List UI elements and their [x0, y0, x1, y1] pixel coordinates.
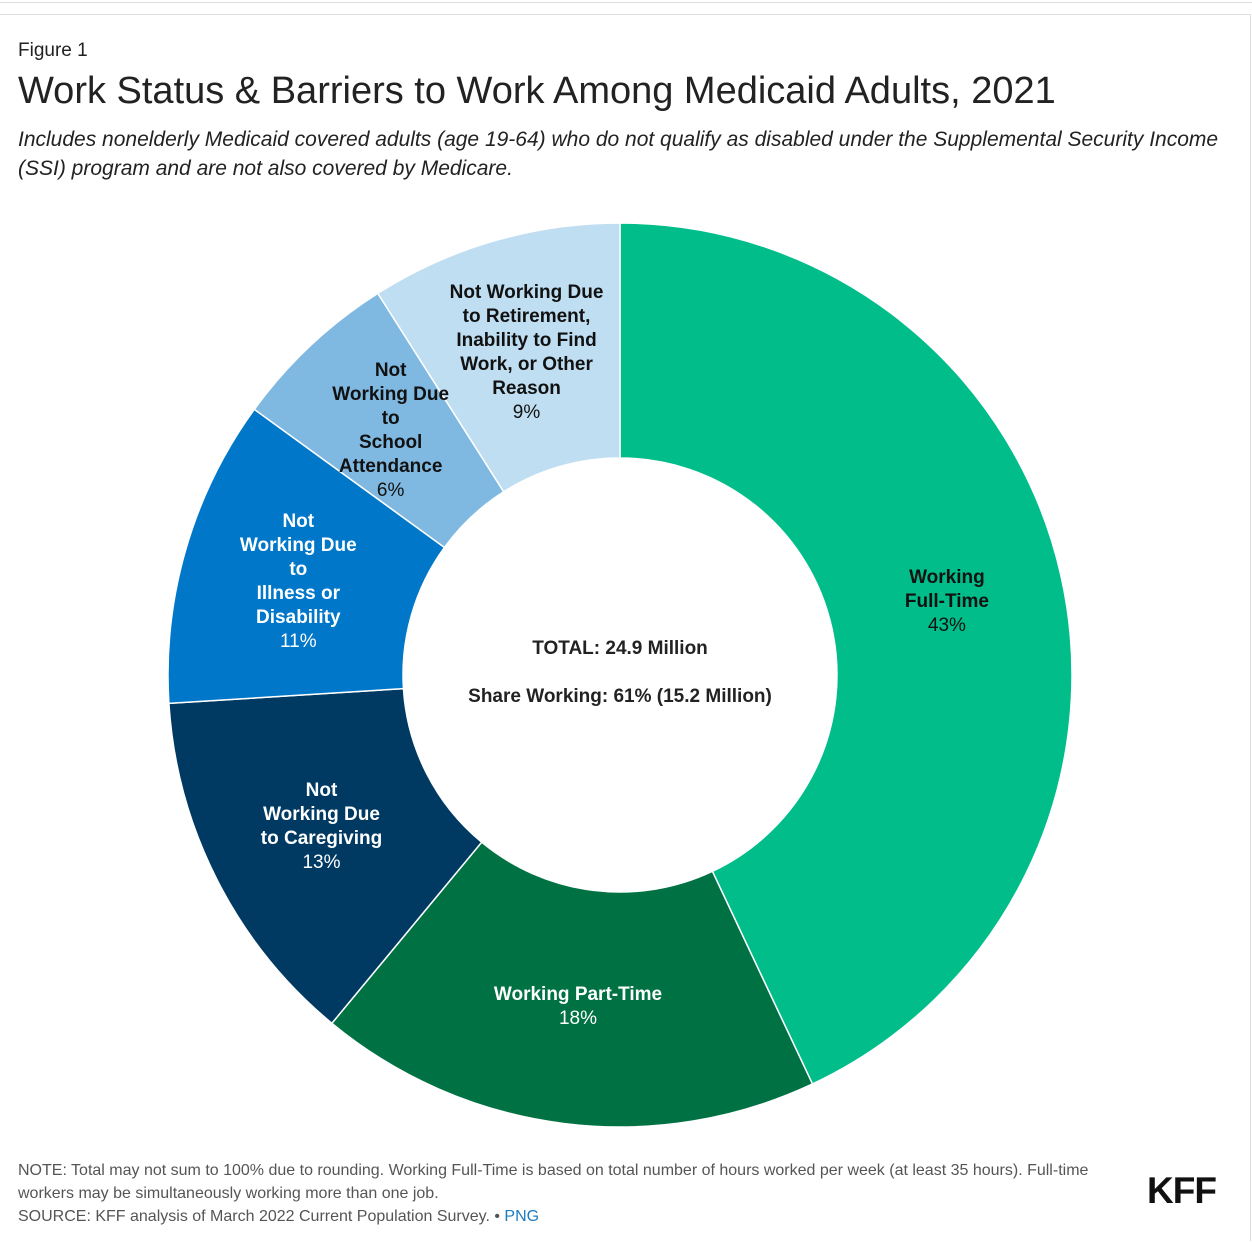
slice-category-label: Not Working Due to Illness or Disability — [239, 510, 357, 628]
slice-1 — [330, 841, 814, 1128]
slice-0 — [619, 222, 1073, 1085]
slice-value-label: 13% — [302, 852, 341, 874]
note-text: NOTE: Total may not sum to 100% due to r… — [18, 1162, 1089, 1202]
center-total: TOTAL: 24.9 Million — [532, 638, 708, 659]
slice-value-label: 9% — [512, 402, 541, 424]
slice-category-label: Working Part-Time — [493, 984, 663, 1006]
slice-5 — [376, 222, 621, 493]
figure-frame — [0, 14, 1251, 1241]
slice-2 — [168, 687, 483, 1025]
top-divider — [0, 2, 1252, 3]
chart-subtitle: Includes nonelderly Medicaid covered adu… — [18, 128, 1219, 180]
slice-value-label: 6% — [376, 479, 405, 501]
source-text: SOURCE: KFF analysis of March 2022 Curre… — [18, 1208, 500, 1225]
slice-label: Not Working Due to Illness or Disability… — [240, 510, 357, 654]
slice-3 — [167, 408, 446, 705]
slice-category-label: Not Working Due to School Attendance — [332, 359, 450, 477]
slice-label: Not Working Due to School Attendance 6% — [332, 359, 449, 503]
chart-title: Work Status & Barriers to Work Among Med… — [18, 70, 1056, 112]
slice-label: Not Working Due to Retirement, Inability… — [450, 281, 604, 425]
slice-value-label: 18% — [558, 1008, 598, 1030]
slice-value-label: 43% — [927, 614, 966, 636]
slice-category-label: Not Working Due to Caregiving — [260, 780, 383, 850]
kff-logo: KFF — [1147, 1170, 1217, 1211]
slice-label: Working Part-Time 18% — [494, 983, 662, 1031]
png-link[interactable]: PNG — [504, 1208, 540, 1225]
footnote: NOTE: Total may not sum to 100% due to r… — [18, 1159, 1138, 1228]
slice-category-label: Working Full-Time — [904, 566, 989, 612]
source-line: SOURCE: KFF analysis of March 2022 Curre… — [18, 1205, 1138, 1228]
slice-value-label: 11% — [279, 630, 317, 652]
center-share-working: Share Working: 61% (15.2 Million) — [468, 686, 772, 707]
figure-label: Figure 1 — [18, 40, 88, 61]
slice-label: Not Working Due to Caregiving 13% — [261, 779, 382, 875]
slice-category-label: Not Working Due to Retirement, Inability… — [449, 282, 604, 400]
slice-label: Working Full-Time 43% — [905, 566, 989, 638]
